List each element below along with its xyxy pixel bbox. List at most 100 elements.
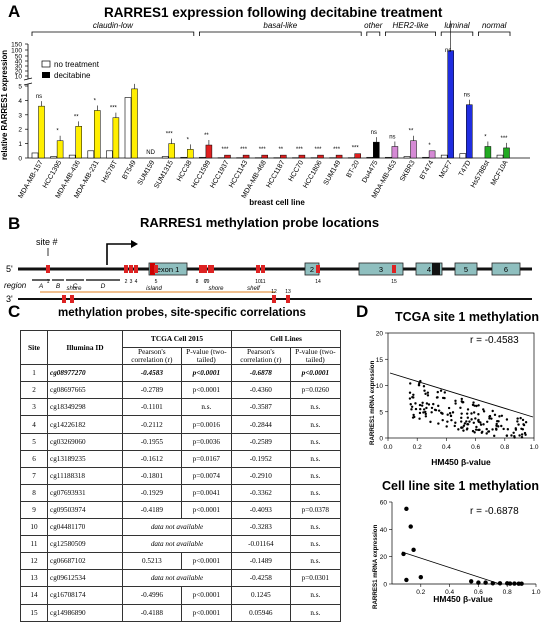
scatter-point bbox=[443, 397, 445, 399]
category-label: Hs578T bbox=[101, 159, 120, 184]
table-cell: n.s. bbox=[290, 450, 340, 467]
significance-label: *** bbox=[166, 132, 174, 138]
y-tick-label: 60 bbox=[380, 500, 388, 507]
lines-scatter-title: Cell line site 1 methylation bbox=[382, 479, 539, 493]
scatter-point bbox=[468, 420, 470, 422]
table-cell: p=0.0016 bbox=[181, 416, 231, 433]
lines-trend-line bbox=[402, 552, 500, 584]
scatter-point bbox=[414, 402, 416, 404]
category-label: SUM1315 bbox=[153, 159, 175, 190]
table-cell: cg14986890 bbox=[48, 604, 123, 621]
probe-site-label: 2 bbox=[125, 279, 128, 285]
table-cell: p<0.0001 bbox=[181, 501, 231, 518]
table-cell: cg13189235 bbox=[48, 450, 123, 467]
table-cell: -0.1929 bbox=[123, 484, 182, 501]
scatter-point bbox=[445, 425, 447, 427]
scatter-point bbox=[460, 426, 462, 428]
table-cell: p<0.0001 bbox=[181, 587, 231, 604]
scatter-point bbox=[423, 385, 425, 387]
table-cell: -0.1952 bbox=[231, 450, 290, 467]
scatter-point bbox=[470, 412, 472, 414]
table-cell: data not available bbox=[123, 536, 232, 553]
category-label: BT-20 bbox=[346, 159, 361, 179]
lines-r-value: r = -0.6878 bbox=[470, 506, 519, 517]
significance-label: *** bbox=[352, 146, 360, 152]
table-cell: -0.4189 bbox=[123, 501, 182, 518]
y-tick-label: 40 bbox=[380, 527, 388, 534]
scatter-point bbox=[432, 403, 434, 405]
scatter-point bbox=[473, 411, 475, 413]
scatter-point bbox=[424, 411, 426, 413]
scatter-point bbox=[437, 405, 439, 407]
scatter-point bbox=[454, 402, 456, 404]
scatter-point bbox=[474, 417, 476, 419]
bar-no-treatment bbox=[441, 155, 447, 158]
y-tick-label: 3 bbox=[18, 112, 22, 119]
track-label: shelf bbox=[247, 286, 261, 292]
header-illumina-id: Illumina ID bbox=[48, 331, 123, 365]
bar-decitabine bbox=[225, 155, 231, 158]
tcga-xlabel: HM450 β-value bbox=[431, 457, 491, 467]
scatter-point bbox=[517, 423, 519, 425]
scatter-point bbox=[482, 423, 484, 425]
scatter-point bbox=[479, 421, 481, 423]
y-tick-label: 4 bbox=[18, 98, 22, 105]
bar-decitabine bbox=[57, 141, 63, 158]
scatter-point bbox=[486, 421, 488, 423]
scatter-point bbox=[523, 424, 525, 426]
y-tick-label: 50 bbox=[15, 54, 23, 61]
significance-label: ** bbox=[278, 147, 283, 153]
legend-decitabine: decitabine bbox=[54, 71, 91, 80]
scatter-point bbox=[454, 400, 456, 402]
table-cell: 14 bbox=[21, 587, 48, 604]
probe-site-label: 8 bbox=[196, 279, 199, 285]
scatter-point bbox=[522, 428, 524, 430]
scatter-point bbox=[518, 434, 520, 436]
y-tick-label: 15 bbox=[376, 357, 384, 364]
table-cell: -0.6878 bbox=[231, 365, 290, 382]
table-cell: cg11188318 bbox=[48, 467, 123, 484]
table-cell: 1 bbox=[21, 365, 48, 382]
scatter-point bbox=[419, 408, 421, 410]
scatter-point bbox=[480, 424, 482, 426]
bar-no-treatment bbox=[88, 151, 94, 158]
scatter-point bbox=[431, 407, 433, 409]
strand-5-prime: 5' bbox=[6, 264, 13, 274]
x-tick-label: 0.8 bbox=[500, 444, 509, 451]
scatter-point bbox=[465, 420, 467, 422]
table-cell: 2 bbox=[21, 382, 48, 399]
table-cell: -0.3587 bbox=[231, 399, 290, 416]
group-label: claudin-low bbox=[93, 21, 134, 30]
scatter-point bbox=[473, 422, 475, 424]
significance-label: *** bbox=[314, 147, 322, 153]
table-cell: n.s. bbox=[290, 587, 340, 604]
bar-decitabine bbox=[299, 155, 305, 158]
significance-label: *** bbox=[296, 147, 304, 153]
x-tick-label: 1.0 bbox=[529, 444, 538, 451]
table-cell: cg12580509 bbox=[48, 536, 123, 553]
significance-label: * bbox=[428, 143, 431, 149]
bar-decitabine bbox=[187, 149, 193, 158]
scatter-point bbox=[516, 417, 518, 419]
probe-site-marker bbox=[154, 265, 158, 273]
scatter-point bbox=[444, 391, 446, 393]
table-cell: -0.01164 bbox=[231, 536, 290, 553]
scatter-point bbox=[419, 412, 421, 414]
significance-label: ns bbox=[445, 48, 451, 54]
table-cell: 15 bbox=[21, 604, 48, 621]
x-tick-label: 0.2 bbox=[413, 444, 422, 451]
scatter-point bbox=[519, 582, 523, 586]
scatter-point bbox=[478, 429, 480, 431]
exon-label: 6 bbox=[504, 265, 508, 274]
tcga-r-value: r = -0.4583 bbox=[470, 335, 519, 346]
panel-c-title: methylation probes, site-specific correl… bbox=[58, 307, 306, 319]
header-lines-p: P-value (two-tailed) bbox=[290, 348, 340, 365]
table-cell: cg04481170 bbox=[48, 519, 123, 536]
table-cell: p<0.0001 bbox=[290, 365, 340, 382]
scatter-point bbox=[421, 402, 423, 404]
exon-label: 5 bbox=[464, 265, 468, 274]
header-tcga: TCGA Cell 2015 bbox=[123, 331, 232, 348]
